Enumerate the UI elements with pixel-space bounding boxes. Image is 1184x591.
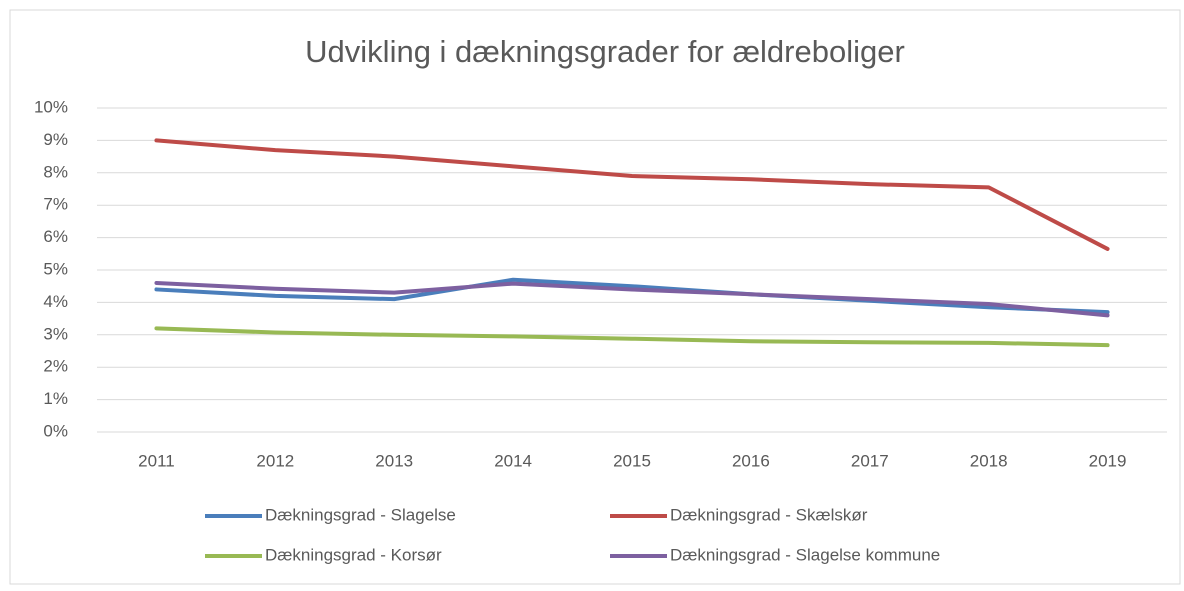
y-tick-label: 8% bbox=[43, 162, 68, 181]
y-tick-label: 10% bbox=[34, 97, 68, 116]
x-tick-label: 2016 bbox=[732, 451, 770, 470]
y-tick-label: 3% bbox=[43, 324, 68, 343]
x-tick-label: 2018 bbox=[970, 451, 1008, 470]
x-tick-label: 2013 bbox=[375, 451, 413, 470]
y-tick-label: 6% bbox=[43, 227, 68, 246]
x-tick-label: 2017 bbox=[851, 451, 889, 470]
line-series bbox=[154, 138, 1110, 251]
y-tick-label: 4% bbox=[43, 292, 68, 311]
x-tick-label: 2019 bbox=[1089, 451, 1127, 470]
x-tick-label: 2011 bbox=[138, 451, 175, 470]
x-tick-label: 2014 bbox=[494, 451, 532, 470]
y-tick-label: 2% bbox=[43, 357, 68, 376]
chart-title: Udvikling i dækningsgrader for ældreboli… bbox=[305, 34, 905, 69]
y-tick-label: 9% bbox=[43, 130, 68, 149]
x-tick-label: 2015 bbox=[613, 451, 651, 470]
y-tick-label: 7% bbox=[43, 195, 68, 214]
legend-label: Dækningsgrad - Slagelse bbox=[265, 505, 456, 524]
x-tick-label: 2012 bbox=[256, 451, 294, 470]
chart-frame bbox=[9, 9, 1181, 585]
legend-label: Dækningsgrad - Korsør bbox=[265, 545, 442, 564]
y-tick-label: 1% bbox=[43, 389, 68, 408]
legend-label: Dækningsgrad - Slagelse kommune bbox=[670, 545, 940, 564]
y-tick-label: 0% bbox=[43, 421, 68, 440]
y-tick-label: 5% bbox=[43, 259, 68, 278]
line-series bbox=[154, 280, 1110, 318]
line-series bbox=[154, 326, 1110, 348]
line-series bbox=[154, 277, 1110, 315]
legend-label: Dækningsgrad - Skælskør bbox=[670, 505, 868, 524]
